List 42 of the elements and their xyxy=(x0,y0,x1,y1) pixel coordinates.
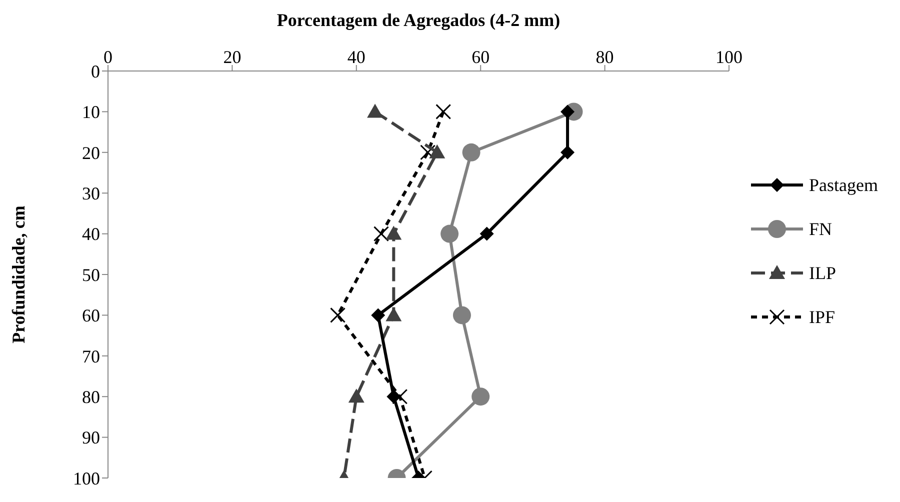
legend-label: ILP xyxy=(809,262,836,284)
y-tick-label: 20 xyxy=(82,142,100,163)
point xyxy=(392,388,408,404)
legend-label: Pastagem xyxy=(809,174,878,196)
point xyxy=(560,104,575,119)
x-tick-label: 20 xyxy=(223,47,242,67)
point xyxy=(462,143,480,162)
point xyxy=(440,224,459,243)
x-tick-label: 40 xyxy=(347,47,366,67)
point xyxy=(386,307,402,322)
y-tick-label: 70 xyxy=(82,346,100,366)
point xyxy=(330,307,346,323)
point xyxy=(348,388,364,403)
point xyxy=(367,104,384,118)
x-tick-label: 60 xyxy=(472,47,490,67)
y-tick-label: 100 xyxy=(73,468,100,488)
y-tick-label: 50 xyxy=(82,264,100,285)
point xyxy=(436,104,452,120)
point xyxy=(386,226,402,240)
point xyxy=(480,226,494,241)
legend-label: FN xyxy=(809,218,832,240)
y-axis-title: Profundidade, cm xyxy=(8,206,28,344)
y-tick-label: 90 xyxy=(82,428,100,448)
y-tick-label: 30 xyxy=(82,183,100,204)
x-tick-label: 0 xyxy=(104,47,112,67)
point xyxy=(452,306,471,324)
point xyxy=(386,390,401,404)
point xyxy=(420,144,436,160)
x-tick-label: 80 xyxy=(596,47,614,67)
y-tick-label: 40 xyxy=(82,224,100,244)
point xyxy=(560,145,575,160)
point xyxy=(371,308,386,322)
y-tick-label: 60 xyxy=(82,306,100,326)
y-tick-label: 10 xyxy=(82,102,100,122)
x-axis-title: Porcentagem de Agregados (4-2 mm) xyxy=(276,10,560,30)
y-tick-label: 0 xyxy=(91,61,100,82)
y-tick-label: 80 xyxy=(82,386,100,407)
point xyxy=(429,144,446,158)
point xyxy=(373,226,389,242)
legend-label: IPF xyxy=(809,306,836,328)
x-tick-label: 100 xyxy=(716,47,742,67)
point xyxy=(472,388,490,406)
